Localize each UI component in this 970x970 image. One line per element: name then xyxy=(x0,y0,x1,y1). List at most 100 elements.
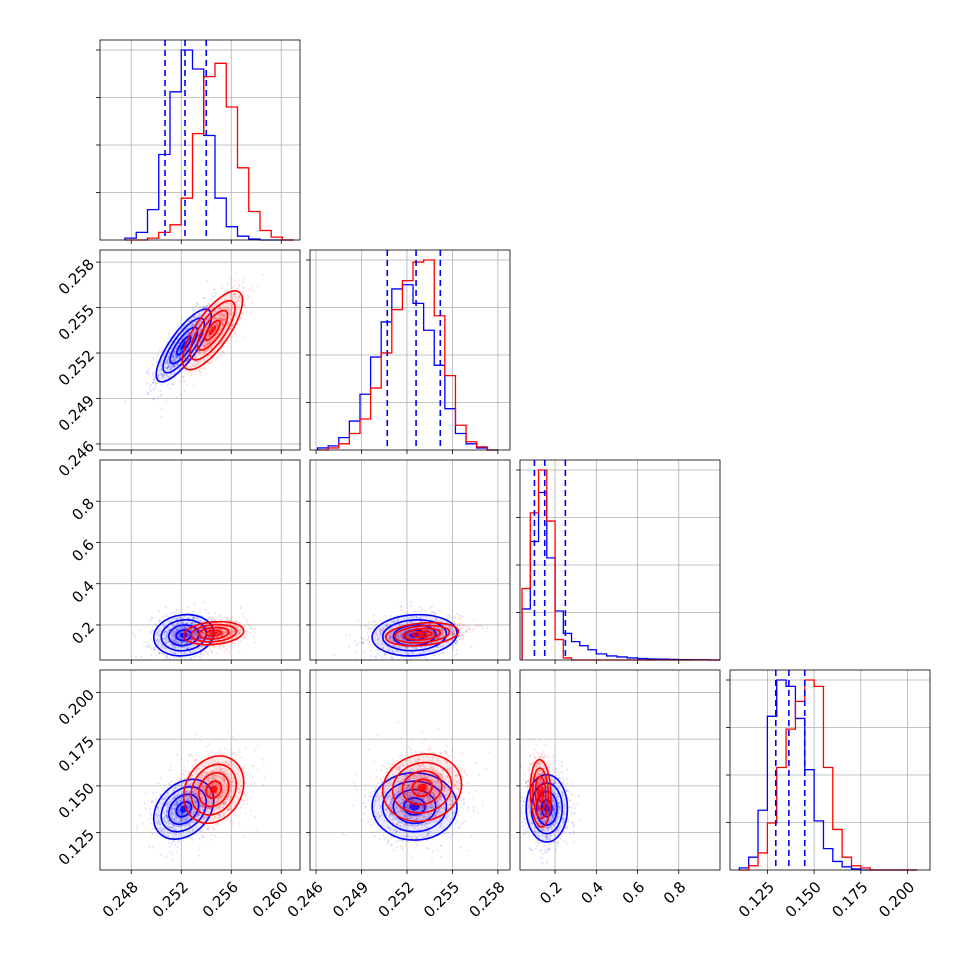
scatter-point xyxy=(199,340,202,343)
scatter-point xyxy=(198,313,201,316)
scatter-point xyxy=(433,654,436,657)
scatter-point xyxy=(240,636,243,639)
scatter-point xyxy=(162,372,165,375)
scatter-point xyxy=(229,318,232,320)
scatter-point xyxy=(220,353,223,356)
scatter-point xyxy=(196,362,199,364)
scatter-point xyxy=(164,364,167,367)
scatter-point xyxy=(196,360,199,363)
scatter-point xyxy=(160,373,163,376)
scatter-point xyxy=(216,317,219,320)
scatter-point xyxy=(239,316,242,319)
scatter-point xyxy=(220,307,222,310)
scatter-point xyxy=(228,277,231,280)
scatter-point xyxy=(155,382,158,385)
scatter-point xyxy=(200,370,203,373)
scatter-point xyxy=(167,337,170,340)
scatter-point xyxy=(222,316,225,319)
scatter-point xyxy=(193,331,196,334)
scatter-point xyxy=(227,302,230,305)
scatter-point xyxy=(455,641,457,644)
scatter-point xyxy=(179,355,182,358)
scatter-point xyxy=(190,323,193,326)
scatter-point xyxy=(201,661,203,663)
scatter-point xyxy=(223,317,226,319)
scatter-point xyxy=(199,327,202,330)
scatter-point xyxy=(219,336,222,339)
scatter-point xyxy=(219,314,222,317)
scatter-point xyxy=(155,355,158,358)
scatter-point xyxy=(204,345,207,348)
scatter-point xyxy=(152,388,155,391)
scatter-point xyxy=(453,622,456,625)
scatter-point xyxy=(160,393,162,396)
scatter-point xyxy=(219,313,222,316)
scatter-point xyxy=(167,365,170,368)
scatter-point xyxy=(150,631,153,634)
scatter-point xyxy=(221,286,224,289)
scatter-point xyxy=(224,319,226,322)
scatter-point xyxy=(420,656,423,659)
scatter-point xyxy=(230,307,233,310)
contour-level xyxy=(181,290,244,371)
scatter-point xyxy=(186,358,189,361)
scatter-point xyxy=(157,374,160,377)
scatter-point xyxy=(160,416,163,419)
scatter-point xyxy=(170,373,173,375)
scatter-point xyxy=(394,665,396,667)
scatter-point xyxy=(152,379,155,382)
scatter-point xyxy=(181,317,183,320)
scatter-point xyxy=(150,654,153,656)
scatter-point xyxy=(199,320,202,323)
scatter-point xyxy=(173,359,176,362)
scatter-point xyxy=(384,614,387,617)
contour-level xyxy=(169,326,199,365)
scatter-point xyxy=(226,345,229,348)
scatter-point xyxy=(185,328,187,331)
scatter-point xyxy=(149,385,152,388)
scatter-point xyxy=(221,323,224,326)
scatter-point xyxy=(161,347,163,350)
scatter-point xyxy=(226,289,229,292)
hist-series-0 xyxy=(124,49,294,241)
scatter-point xyxy=(148,619,151,622)
scatter-point xyxy=(213,646,216,649)
scatter-point xyxy=(165,361,168,364)
scatter-point xyxy=(187,365,190,368)
scatter-point xyxy=(187,332,190,335)
scatter-point xyxy=(250,626,253,629)
scatter-point xyxy=(384,656,387,659)
scatter-point xyxy=(184,389,186,392)
scatter-point xyxy=(193,331,196,334)
scatter-point xyxy=(211,312,214,315)
scatter-point xyxy=(205,344,207,347)
scatter-point xyxy=(209,339,212,342)
scatter-point xyxy=(229,309,232,312)
scatter-point xyxy=(156,374,159,377)
scatter-point xyxy=(422,661,424,663)
scatter-point xyxy=(251,289,254,292)
scatter-point xyxy=(186,372,189,375)
scatter-point xyxy=(219,316,222,319)
scatter-point xyxy=(206,318,209,321)
scatter-point xyxy=(229,295,232,298)
scatter-point xyxy=(192,322,194,325)
scatter-point xyxy=(206,310,209,313)
scatter-point xyxy=(166,369,169,372)
scatter-point xyxy=(172,358,175,361)
scatter-point xyxy=(400,605,403,608)
scatter-point xyxy=(433,611,435,614)
scatter-point xyxy=(167,356,170,358)
scatter-point xyxy=(430,660,432,662)
scatter-point xyxy=(218,313,221,316)
scatter-point xyxy=(165,655,168,658)
scatter-point xyxy=(174,356,177,359)
scatter-point xyxy=(174,358,177,360)
scatter-point xyxy=(176,355,179,358)
scatter-point xyxy=(192,333,195,336)
scatter-point xyxy=(248,624,251,627)
scatter-point xyxy=(215,317,218,320)
scatter-point xyxy=(216,321,219,324)
scatter-point xyxy=(202,358,205,360)
scatter-point xyxy=(202,335,204,338)
